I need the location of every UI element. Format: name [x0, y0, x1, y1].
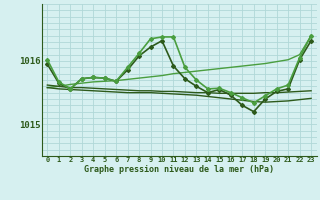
X-axis label: Graphe pression niveau de la mer (hPa): Graphe pression niveau de la mer (hPa) [84, 165, 274, 174]
